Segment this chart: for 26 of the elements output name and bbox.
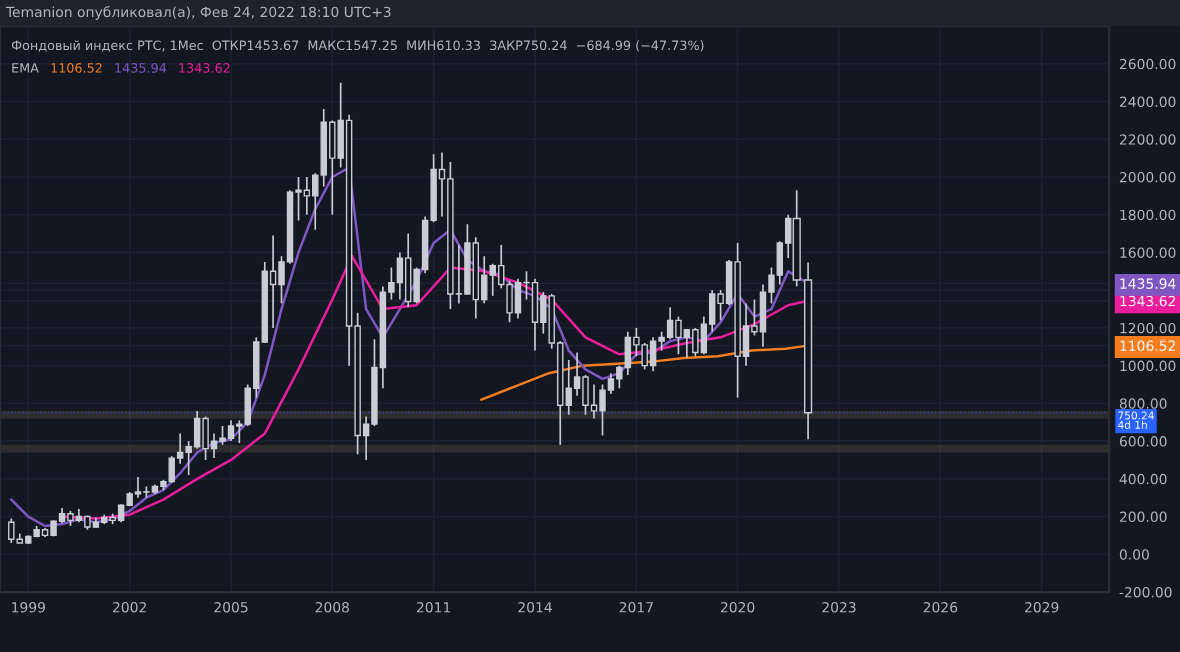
candlestick	[404, 232, 412, 308]
candlestick	[582, 374, 589, 416]
candlestick	[666, 306, 674, 341]
candlestick	[531, 278, 539, 352]
candlestick	[8, 517, 15, 544]
candlestick	[227, 419, 235, 442]
candlestick	[134, 476, 142, 499]
candlestick	[624, 330, 632, 376]
candlestick	[193, 410, 201, 450]
line-series	[10, 166, 810, 528]
candlestick	[599, 383, 606, 437]
candlestick	[514, 278, 522, 320]
candlestick	[219, 425, 226, 446]
candlestick	[675, 315, 682, 356]
candlestick	[590, 383, 598, 420]
candlestick	[649, 336, 657, 373]
candlestick	[683, 328, 691, 359]
line-series	[60, 254, 810, 520]
candlestick	[396, 251, 404, 301]
candlestick	[303, 176, 311, 216]
candlestick	[641, 342, 648, 371]
candlestick	[202, 415, 209, 461]
candlestick	[168, 455, 175, 484]
candlestick	[329, 119, 336, 216]
candlestick	[489, 262, 496, 297]
candlestick	[692, 327, 699, 358]
